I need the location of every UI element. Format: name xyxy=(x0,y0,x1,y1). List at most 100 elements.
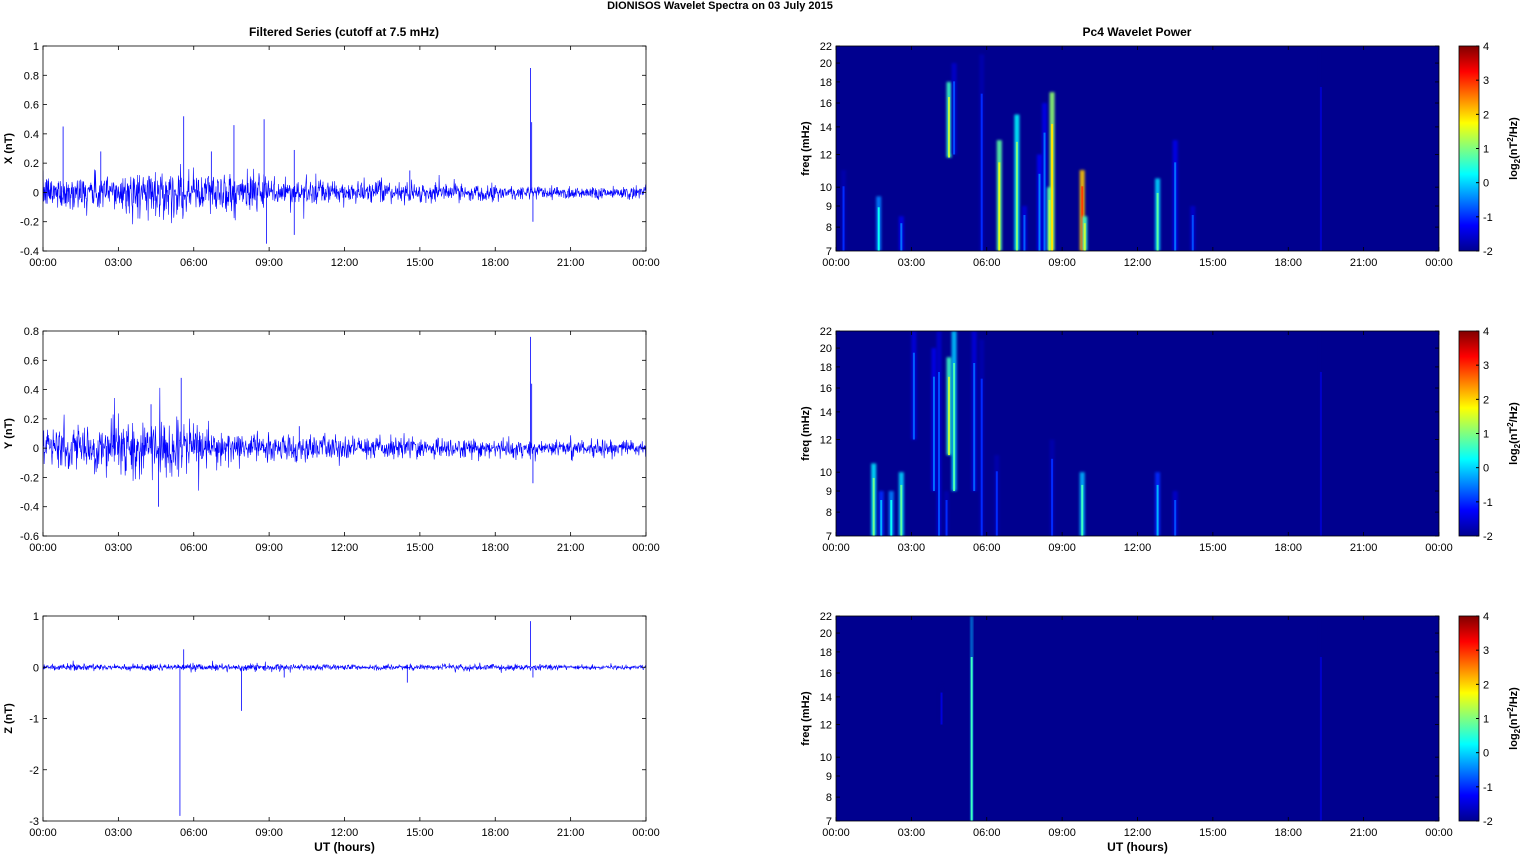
x-tick-label: 18:00 xyxy=(1274,827,1302,839)
x-tick-label: 15:00 xyxy=(406,257,434,269)
y-tick-label: 1 xyxy=(33,611,39,623)
y-tick-label: 8 xyxy=(826,792,832,804)
y-tick-label: 18 xyxy=(820,77,832,89)
heatmap-background xyxy=(836,616,1439,821)
x-tick-label: 21:00 xyxy=(557,542,585,554)
x-tick-label: 18:00 xyxy=(481,257,509,269)
x-tick-label: 21:00 xyxy=(1350,827,1378,839)
y-tick-label: 0.6 xyxy=(24,100,39,112)
x-tick-label: 03:00 xyxy=(105,542,133,554)
spectral-peak xyxy=(995,471,998,536)
colorbar-tick-label: -2 xyxy=(1483,246,1493,258)
y-tick-label: 16 xyxy=(820,98,832,110)
colorbar-tick-label: 4 xyxy=(1483,611,1489,623)
x-tick-label: 12:00 xyxy=(331,542,359,554)
spectral-peak xyxy=(1156,192,1159,251)
x-tick-label: 09:00 xyxy=(1048,827,1076,839)
x-tick-label: 09:00 xyxy=(255,257,283,269)
y-tick-label: 7 xyxy=(826,531,832,543)
x-tick-label: 06:00 xyxy=(180,542,208,554)
heatmap-features xyxy=(939,616,1324,821)
x-tick-label: 15:00 xyxy=(1199,542,1227,554)
spectral-peak xyxy=(980,378,983,536)
colorbar-tick-label: 4 xyxy=(1483,326,1489,338)
colorbar-tick-label: -1 xyxy=(1483,782,1493,794)
x-tick-label: 03:00 xyxy=(898,542,926,554)
y-tick-label: 20 xyxy=(820,628,832,640)
series-trace-group xyxy=(43,67,646,244)
y-tick-label: 8 xyxy=(826,507,832,519)
y-tick-label: -0.2 xyxy=(20,472,39,484)
colorbar-label: log2(nT2/Hz) xyxy=(1506,687,1522,750)
y-tick-label: 0.6 xyxy=(24,355,39,367)
x-tick-label: 12:00 xyxy=(331,827,359,839)
x-tick-label: 03:00 xyxy=(105,827,133,839)
x-tick-label: 00:00 xyxy=(1425,257,1453,269)
y-tick-label: 16 xyxy=(820,668,832,680)
axes-frame xyxy=(42,615,647,822)
x-tick-label: 00:00 xyxy=(822,542,850,554)
x-tick-label: 15:00 xyxy=(406,542,434,554)
chart-panel-3: 00:00 03:00 06:00 09:00 12:00 15:00 18:00 21:00… xyxy=(3,611,660,854)
series-trace xyxy=(43,660,646,673)
colorbar-tick-label: 1 xyxy=(1483,144,1489,156)
y-axis-label: freq (mHz) xyxy=(800,406,812,461)
x-tick-label: 15:00 xyxy=(1199,827,1227,839)
y-axis-label: freq (mHz) xyxy=(800,121,812,176)
x-tick-label: 06:00 xyxy=(180,827,208,839)
x-tick-label: 09:00 xyxy=(255,542,283,554)
spectral-peak xyxy=(1174,162,1177,251)
spectral-peak xyxy=(1319,372,1322,536)
x-tick-label: 12:00 xyxy=(1124,542,1152,554)
x-tick-label: 21:00 xyxy=(557,827,585,839)
spectral-peak xyxy=(980,93,983,251)
y-tick-label: 1 xyxy=(33,41,39,53)
x-tick-label: 00:00 xyxy=(1425,827,1453,839)
x-tick-label: 06:00 xyxy=(973,542,1001,554)
x-tick-label: 09:00 xyxy=(255,827,283,839)
x-tick-label: 06:00 xyxy=(973,257,1001,269)
x-tick-label: 00:00 xyxy=(632,257,660,269)
x-tick-label: 21:00 xyxy=(1350,257,1378,269)
spectral-peak xyxy=(998,162,1001,251)
spectral-peak xyxy=(1023,215,1026,251)
x-tick-label: 03:00 xyxy=(898,257,926,269)
colorbar-label: log2(nT2/Hz) xyxy=(1506,117,1522,180)
y-tick-label: 0.4 xyxy=(24,385,39,397)
colorbar-tick-label: -1 xyxy=(1483,497,1493,509)
spectral-peak xyxy=(1051,458,1054,536)
left-column-title: Filtered Series (cutoff at 7.5 mHz) xyxy=(249,25,439,39)
y-tick-label: 9 xyxy=(826,201,832,213)
chart-panel-1: 00:00 03:00 06:00 09:00 12:00 15:00 18:00 21:00… xyxy=(3,41,660,269)
spectral-peak xyxy=(1319,87,1322,251)
y-tick-label: 7 xyxy=(826,816,832,828)
y-tick-label: 12 xyxy=(820,720,832,732)
colorbar-tick-label: 2 xyxy=(1483,394,1489,406)
spectral-peak xyxy=(1319,657,1322,821)
axes-frame xyxy=(42,330,647,537)
y-tick-label: 0 xyxy=(33,662,39,674)
x-tick-label: 21:00 xyxy=(557,257,585,269)
series-trace-group xyxy=(43,621,646,816)
y-tick-label: 14 xyxy=(820,692,832,704)
x-tick-label: 00:00 xyxy=(632,827,660,839)
x-tick-label: 03:00 xyxy=(898,827,926,839)
x-tick-label: 18:00 xyxy=(1274,542,1302,554)
x-tick-label: 00:00 xyxy=(29,542,57,554)
x-tick-label: 00:00 xyxy=(1425,542,1453,554)
axes-frame xyxy=(42,45,647,252)
y-tick-label: 22 xyxy=(820,41,832,53)
y-tick-label: 20 xyxy=(820,58,832,70)
y-tick-label: -0.6 xyxy=(20,531,39,543)
x-tick-label: 18:00 xyxy=(1274,257,1302,269)
spectral-peak xyxy=(900,223,903,251)
spectral-peak xyxy=(1081,186,1084,251)
spectral-peak xyxy=(932,376,935,492)
spectral-peak xyxy=(948,376,951,456)
colorbar-tick-label: -2 xyxy=(1483,531,1493,543)
heatmap-features xyxy=(841,46,1324,251)
x-tick-label: 06:00 xyxy=(180,257,208,269)
y-tick-label: 18 xyxy=(820,362,832,374)
spectral-peak xyxy=(1051,123,1054,251)
y-tick-label: 22 xyxy=(820,611,832,623)
